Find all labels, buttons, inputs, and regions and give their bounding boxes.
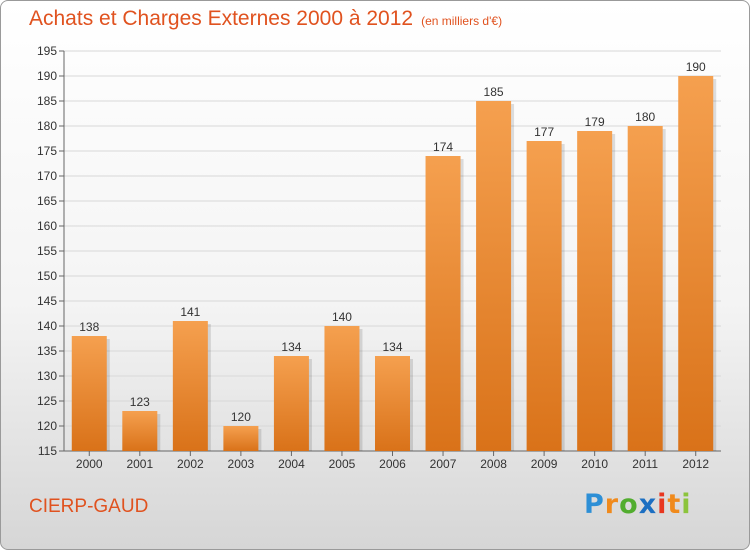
y-tick-label: 195 — [37, 44, 57, 58]
chart-unit: (en milliers d'€) — [421, 14, 503, 28]
data-label: 141 — [180, 305, 200, 319]
bar — [122, 411, 158, 451]
x-tick-label: 2007 — [430, 457, 457, 471]
y-tick-label: 155 — [37, 244, 57, 258]
data-label: 120 — [231, 410, 251, 424]
logo-letter: t — [667, 489, 682, 520]
x-tick-label: 2002 — [177, 457, 204, 471]
data-label: 134 — [382, 340, 402, 354]
data-label: 179 — [585, 115, 605, 129]
x-tick-label: 2011 — [632, 457, 658, 471]
data-label: 123 — [130, 395, 150, 409]
y-tick-label: 185 — [37, 94, 57, 108]
x-tick-label: 2005 — [329, 457, 356, 471]
data-label: 140 — [332, 310, 352, 324]
y-tick-label: 165 — [37, 194, 57, 208]
bar — [324, 326, 360, 451]
data-label: 177 — [534, 125, 554, 139]
bar — [223, 426, 259, 451]
bar — [273, 356, 309, 451]
y-tick-label: 190 — [37, 69, 57, 83]
y-tick-label: 150 — [37, 269, 57, 283]
logo-letter: P — [584, 489, 605, 520]
x-tick-label: 2010 — [581, 457, 608, 471]
data-label: 190 — [686, 60, 706, 74]
logo-letter: i — [657, 489, 668, 520]
logo-letter: i — [681, 489, 692, 520]
y-tick-label: 180 — [37, 119, 57, 133]
y-tick-label: 160 — [37, 219, 57, 233]
x-tick-label: 2000 — [76, 457, 103, 471]
bars — [71, 76, 717, 451]
bar — [172, 321, 208, 451]
bar — [678, 76, 714, 451]
data-label: 180 — [635, 110, 655, 124]
bar — [375, 356, 410, 451]
logo-letter: o — [619, 489, 639, 520]
chart-title-text: Achats et Charges Externes 2000 à 2012 — [29, 7, 414, 30]
data-label: 174 — [433, 140, 453, 154]
y-tick-label: 175 — [37, 144, 57, 158]
data-label: 138 — [79, 320, 99, 334]
bar — [627, 126, 663, 451]
x-tick-label: 2009 — [531, 457, 558, 471]
bar — [526, 141, 562, 451]
x-tick-label: 2012 — [682, 457, 709, 471]
bar — [71, 336, 107, 451]
proxiti-logo: Proxiti — [584, 489, 692, 520]
x-tick-label: 2008 — [480, 457, 507, 471]
data-label: 134 — [281, 340, 301, 354]
y-tick-label: 125 — [37, 394, 57, 408]
x-tick-label: 2004 — [278, 457, 305, 471]
labels: 115 120 125 130 135 140 145 150 155 160 165 170 175 1… — [37, 44, 709, 471]
logo-letter: x — [638, 489, 658, 520]
y-tick-label: 130 — [37, 369, 57, 383]
x-tick-label: 2001 — [126, 457, 153, 471]
y-tick-label: 115 — [38, 444, 57, 458]
bar — [425, 156, 461, 451]
x-tick-label: 2003 — [228, 457, 255, 471]
commune-name: CIERP-GAUD — [29, 496, 149, 517]
logo-letter: r — [604, 489, 620, 520]
bar — [476, 101, 512, 451]
y-tick-label: 140 — [37, 319, 57, 333]
bar — [577, 131, 613, 451]
y-tick-label: 170 — [37, 169, 57, 183]
y-tick-label: 145 — [37, 294, 57, 308]
chart-title: Achats et Charges Externes 2000 à 2012 (e… — [29, 7, 502, 31]
data-label: 185 — [484, 85, 504, 99]
y-tick-label: 120 — [37, 419, 57, 433]
y-tick-label: 135 — [37, 344, 57, 358]
x-tick-label: 2006 — [379, 457, 406, 471]
